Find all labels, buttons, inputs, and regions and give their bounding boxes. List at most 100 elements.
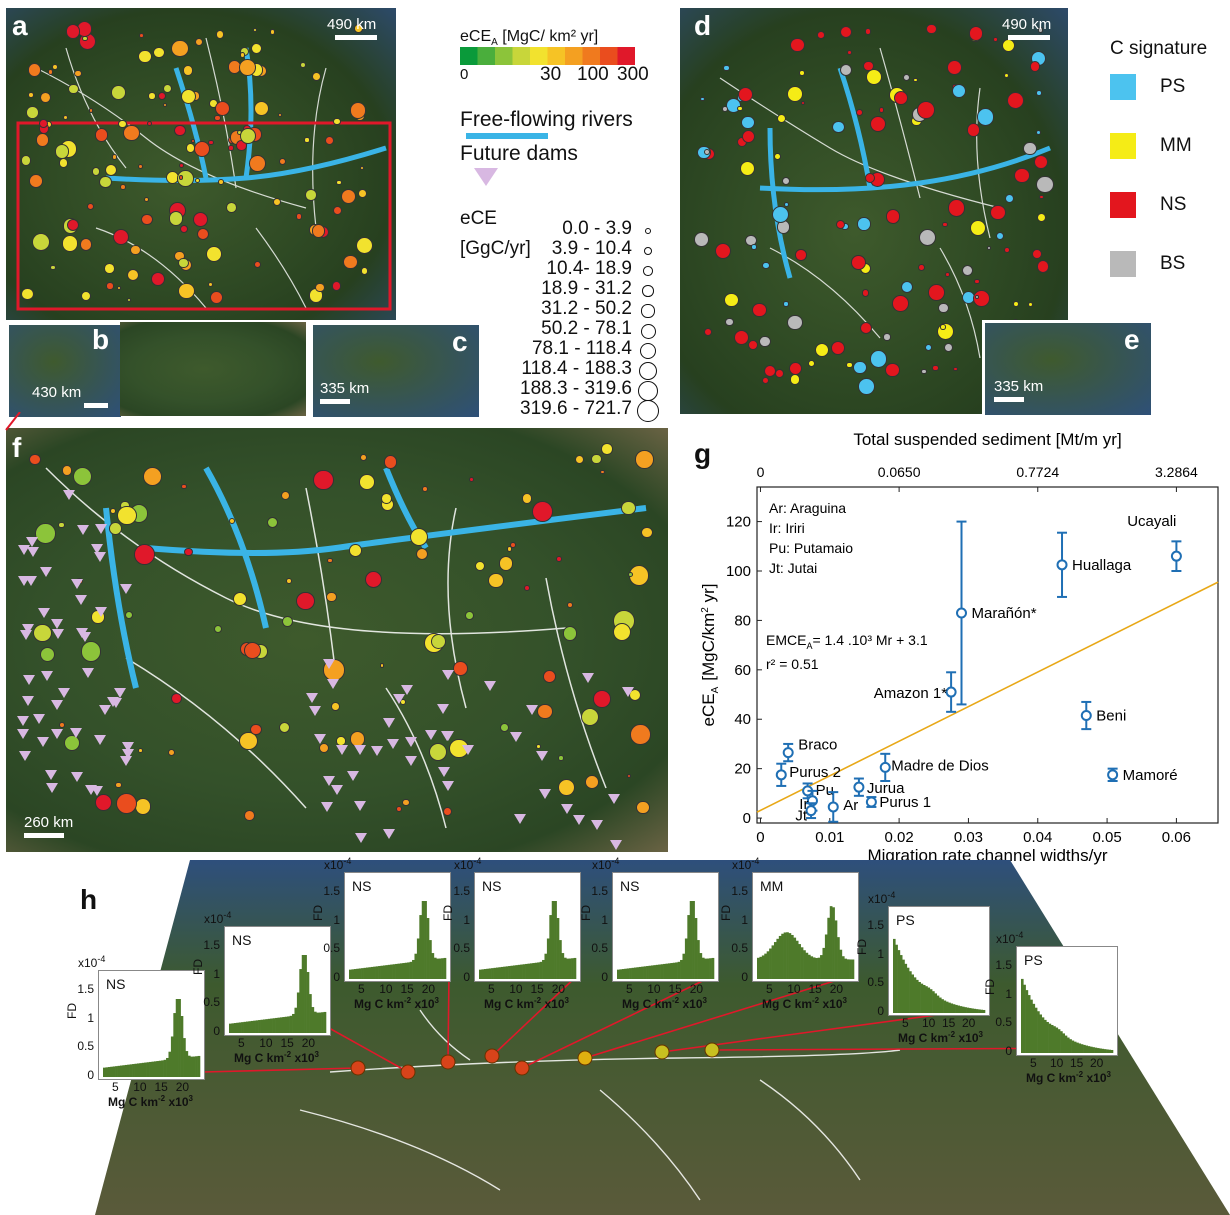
histogram-bar [694, 918, 698, 979]
future-dam-marker [113, 688, 126, 698]
histogram-bar [692, 901, 695, 979]
future-dam-marker [95, 606, 108, 617]
y-tick-label: 100 [726, 563, 751, 580]
histogram-y-tick: 0.5 [591, 941, 608, 956]
map-circle-marker [1035, 129, 1042, 136]
map-circle-marker [182, 65, 194, 76]
future-dam-marker [370, 746, 383, 757]
histogram-x-tick: 5 [902, 1016, 909, 1030]
map-circle-marker [973, 290, 990, 308]
histogram-bar [973, 1008, 977, 1013]
future-dam-marker [322, 775, 335, 786]
signature-label-ps: PS [1160, 76, 1186, 97]
map-circle-marker [184, 547, 194, 557]
color-scale-swatch [565, 47, 583, 65]
ece-class-label: 319.6 - 721.7 [520, 398, 632, 419]
histogram-y-tick: 0.5 [867, 975, 884, 990]
histogram-bar [922, 984, 926, 1013]
abbreviation-label: Jt: Jutai [769, 560, 817, 576]
r-squared: r² = 0.51 [766, 656, 819, 672]
map-circle-marker [318, 742, 330, 753]
map-circle-marker [1031, 248, 1043, 260]
map-circle-marker [1036, 260, 1050, 273]
map-circle-marker [134, 798, 152, 815]
histogram-bar [939, 997, 942, 1013]
ece-class-circle [639, 342, 657, 360]
histogram-bar [294, 1007, 298, 1033]
histogram-bar [795, 940, 799, 979]
histogram-bar [486, 968, 489, 979]
map-circle-marker [28, 453, 41, 466]
histogram-x-tick: 10 [379, 982, 393, 996]
map-circle-marker [918, 264, 925, 272]
map-circle-marker [787, 315, 803, 331]
scale-label-f: 260 km [24, 814, 74, 831]
map-circle-marker [168, 211, 184, 226]
histogram-bar [522, 964, 526, 979]
histogram-bar [170, 1036, 174, 1077]
y-tick-label: 0 [743, 810, 751, 827]
map-circle-marker [333, 206, 343, 216]
map-circle-marker [331, 281, 342, 291]
histogram-bar [822, 947, 826, 979]
y-tick-label: 120 [726, 514, 751, 531]
map-circle-marker [94, 128, 109, 142]
future-dam-marker [37, 737, 50, 748]
future-dam-marker [354, 745, 367, 756]
map-circle-marker [1023, 141, 1037, 156]
histogram-x-tick: 10 [259, 1036, 273, 1050]
map-circle-marker [395, 806, 403, 813]
histogram-x-label: Mg C km-2 x103 [1026, 1070, 1111, 1085]
future-dam-marker [405, 736, 418, 747]
future-dam-marker [19, 630, 32, 641]
future-dam-marker [401, 685, 414, 696]
histogram-y-label: FD [191, 959, 205, 975]
histogram-x-tick: 5 [626, 982, 633, 996]
histogram-bar [231, 1023, 235, 1033]
data-point-label: Mamoré [1123, 767, 1178, 784]
histogram-bar [911, 974, 914, 1013]
map-circle-marker [974, 278, 980, 285]
future-dam-marker [25, 576, 38, 587]
histogram-bar [1021, 978, 1024, 1053]
future-dam-marker [347, 771, 360, 782]
map-circle-marker [80, 290, 91, 302]
panel-label-a: a [12, 10, 28, 41]
data-point-label: Jurua [867, 780, 905, 797]
histogram-bar [262, 1019, 266, 1033]
histogram-bar [356, 968, 359, 979]
histogram-x-label: Mg C km-2 x103 [762, 996, 847, 1011]
future-dam-marker [441, 670, 454, 681]
map-circle-marker [863, 60, 874, 72]
map-circle-marker [839, 64, 852, 77]
data-point-label: Pu [816, 782, 834, 799]
histogram-bar [1032, 1003, 1036, 1053]
map-circle-marker [817, 30, 825, 39]
histogram-bar [402, 963, 406, 979]
histogram-bar [270, 1018, 273, 1033]
histogram-bar [241, 1022, 244, 1033]
future-dam-marker [81, 668, 94, 679]
signature-swatch-bs [1110, 251, 1136, 277]
histogram-bar [129, 1064, 133, 1077]
map-circle-marker [762, 261, 770, 270]
map-circle-marker [415, 547, 428, 560]
histogram-bar [837, 937, 840, 979]
future-dam-marker [442, 781, 455, 792]
plot-frame [756, 486, 1219, 824]
histogram-bar [943, 1000, 947, 1013]
histogram-x-tick: 20 [689, 982, 704, 996]
ece-class-label: 50.2 - 78.1 [541, 318, 632, 339]
histogram-y-exponent: x10-4 [592, 856, 620, 872]
histogram-y-tick: 1 [87, 1010, 94, 1025]
future-dam-marker [355, 833, 368, 844]
histogram-bar [672, 962, 676, 979]
map-terrain-a-south [120, 322, 306, 416]
map-circle-marker [27, 91, 34, 98]
histogram-y-tick: 0.5 [323, 941, 340, 956]
ece-color-legend-title: eCEA [MgC/ km² yr] [460, 28, 599, 49]
histogram-bar [385, 965, 389, 979]
histogram-y-tick: 0.5 [995, 1015, 1012, 1030]
signature-label-ns: NS [1160, 194, 1187, 215]
histogram-bar [955, 1004, 958, 1013]
